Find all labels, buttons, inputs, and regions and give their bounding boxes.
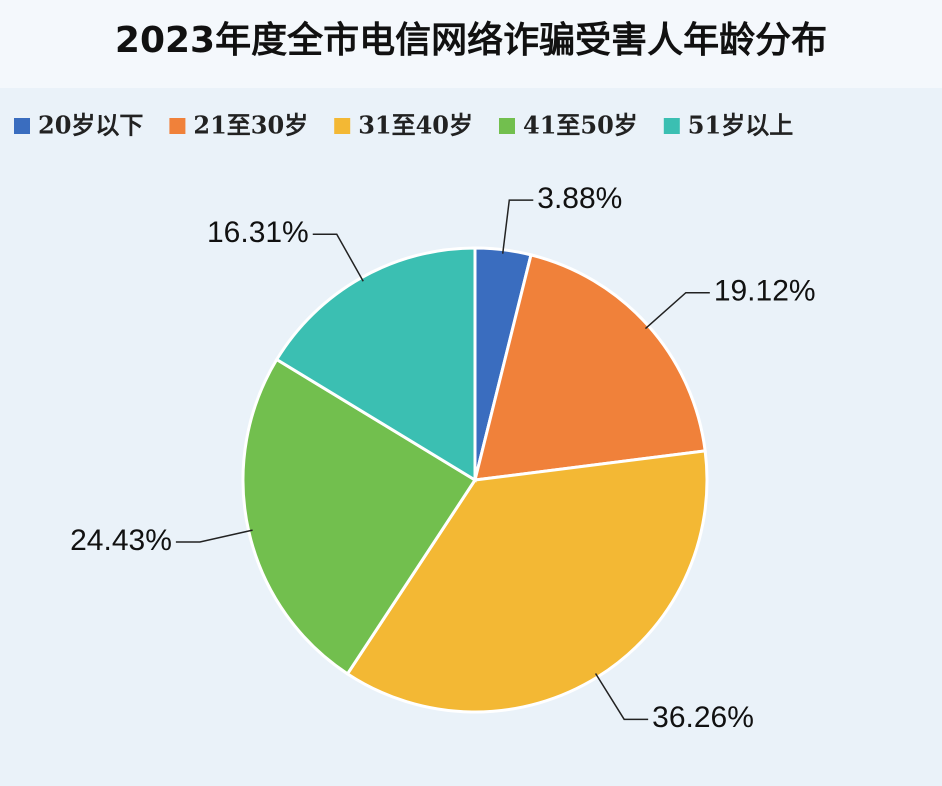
legend-swatch xyxy=(14,118,30,134)
legend-label: 20岁以下 xyxy=(38,111,143,140)
legend: 20岁以下 21至30岁 31至40岁 41至50岁 51岁以上 xyxy=(14,111,793,140)
legend-label: 21至30岁 xyxy=(193,111,308,140)
title-band xyxy=(0,0,942,88)
value-label: 36.26% xyxy=(652,701,754,734)
chart-title: 2023年度全市电信网络诈骗受害人年龄分布 xyxy=(115,19,827,61)
value-label: 3.88% xyxy=(537,182,622,215)
leader-line xyxy=(312,233,364,282)
legend-swatch xyxy=(169,118,186,134)
value-label: 16.31% xyxy=(207,216,309,249)
pie: 3.88% 19.12% 36.26% 24.43% 16.31% xyxy=(70,182,815,734)
legend-label: 41至50岁 xyxy=(523,111,638,140)
legend-label: 31至40岁 xyxy=(358,111,473,140)
leader-line xyxy=(501,199,534,254)
legend-swatch xyxy=(663,118,680,134)
legend-label: 51岁以上 xyxy=(688,111,793,140)
legend-swatch xyxy=(499,118,515,134)
leader-line xyxy=(594,673,649,721)
leader-line xyxy=(644,291,710,330)
leader-line xyxy=(175,529,253,543)
legend-swatch xyxy=(334,118,351,134)
value-label: 19.12% xyxy=(714,275,816,308)
value-label: 24.43% xyxy=(70,524,172,557)
